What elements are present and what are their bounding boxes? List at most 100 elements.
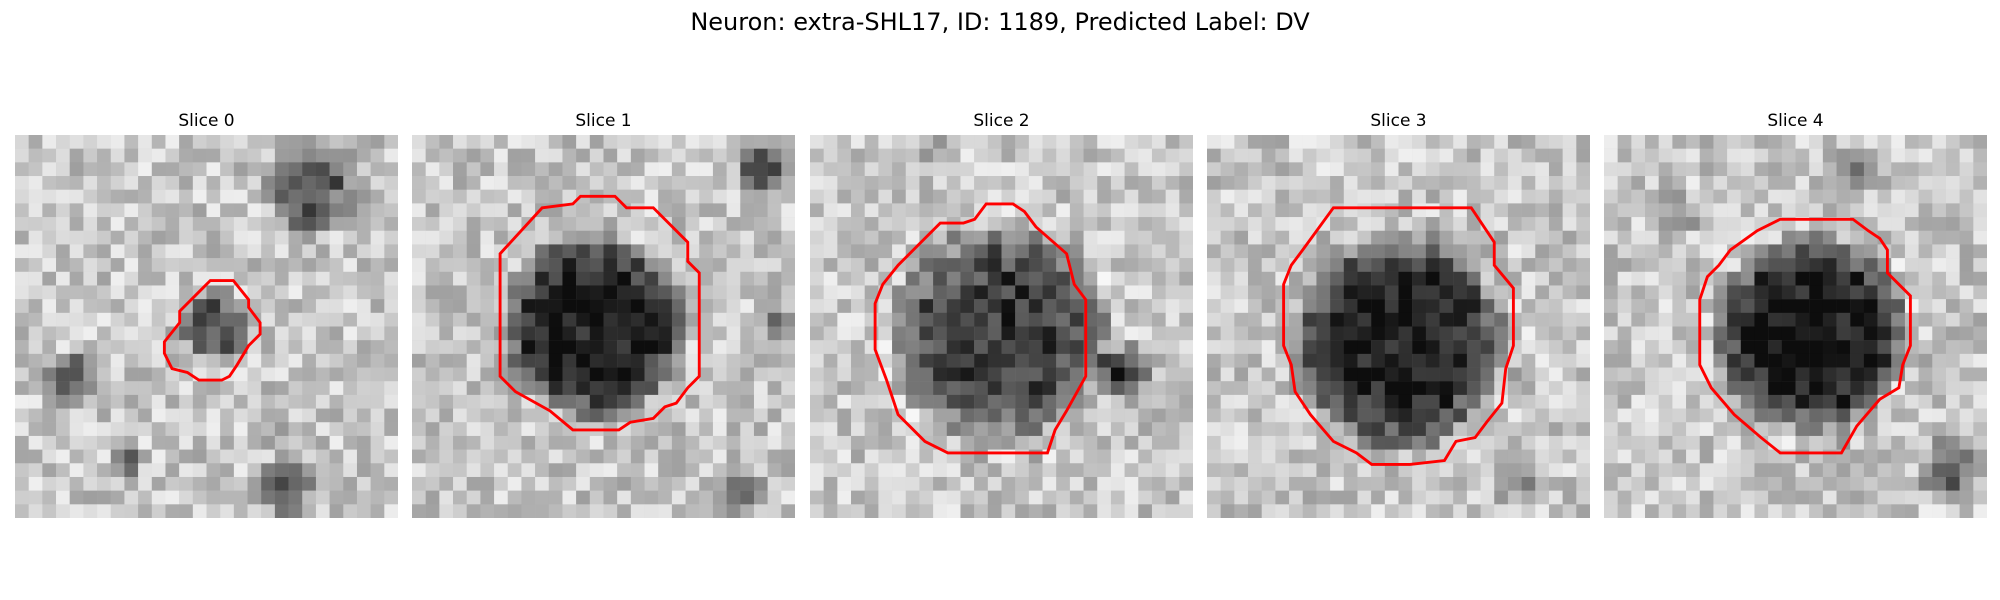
image-pixel: [206, 203, 221, 218]
image-pixel: [1248, 381, 1262, 396]
image-pixel: [864, 271, 879, 286]
image-pixel: [1151, 217, 1166, 231]
image-pixel: [576, 381, 591, 396]
image-pixel: [1330, 449, 1344, 464]
image-pixel: [1699, 490, 1714, 505]
image-pixel: [1466, 476, 1481, 491]
image-pixel: [946, 367, 961, 382]
image-pixel: [1371, 463, 1386, 478]
image-pixel: [933, 353, 947, 368]
image-pixel: [151, 476, 166, 491]
image-pixel: [892, 381, 906, 396]
image-pixel: [576, 340, 591, 355]
image-pixel: [1289, 148, 1303, 163]
image-pixel: [124, 504, 139, 518]
image-pixel: [878, 490, 893, 505]
image-pixel: [1001, 408, 1016, 423]
image-pixel: [1727, 162, 1741, 177]
image-pixel: [1521, 271, 1536, 286]
image-pixel: [1576, 449, 1590, 464]
image-pixel: [480, 463, 495, 478]
image-pixel: [15, 203, 29, 218]
image-pixel: [179, 353, 194, 368]
image-pixel: [1507, 326, 1522, 341]
image-pixel: [1466, 189, 1481, 204]
image-pixel: [97, 476, 111, 491]
image-pixel: [1425, 490, 1440, 505]
image-pixel: [507, 422, 522, 437]
image-pixel: [1069, 449, 1084, 464]
image-pixel: [1507, 162, 1522, 177]
image-pixel: [1439, 476, 1454, 491]
image-pixel: [1548, 326, 1563, 341]
image-pixel: [384, 326, 398, 341]
image-pixel: [1822, 422, 1837, 437]
image-pixel: [1822, 504, 1837, 518]
image-pixel: [753, 189, 768, 204]
image-pixel: [1617, 367, 1632, 382]
image-pixel: [781, 244, 795, 259]
image-pixel: [671, 271, 686, 286]
image-pixel: [1151, 299, 1166, 314]
image-pixel: [97, 135, 111, 149]
image-pixel: [1412, 285, 1427, 300]
image-pixel: [97, 422, 111, 437]
image-pixel: [138, 299, 152, 314]
image-pixel: [356, 408, 371, 423]
image-pixel: [1398, 148, 1413, 163]
image-pixel: [1042, 203, 1057, 218]
image-pixel: [1261, 258, 1276, 272]
image-pixel: [1425, 476, 1440, 491]
image-pixel: [589, 299, 604, 314]
image-pixel: [548, 449, 563, 464]
image-pixel: [1302, 490, 1317, 505]
image-pixel: [1289, 408, 1303, 423]
image-pixel: [1672, 189, 1687, 204]
image-pixel: [548, 135, 563, 149]
image-pixel: [1535, 203, 1550, 218]
image-pixel: [1028, 176, 1043, 190]
image-pixel: [1042, 476, 1057, 491]
image-pixel: [658, 463, 673, 478]
image-pixel: [726, 162, 741, 177]
image-pixel: [56, 476, 70, 491]
image-pixel: [521, 504, 536, 518]
image-pixel: [1425, 435, 1440, 450]
image-pixel: [83, 217, 98, 231]
image-pixel: [1110, 244, 1125, 259]
image-pixel: [315, 230, 330, 245]
image-pixel: [864, 135, 879, 149]
image-pixel: [261, 367, 276, 382]
image-pixel: [1686, 230, 1700, 245]
image-pixel: [329, 476, 344, 491]
image-pixel: [439, 476, 454, 491]
image-pixel: [535, 230, 549, 245]
image-pixel: [1480, 449, 1495, 464]
image-pixel: [453, 285, 467, 300]
image-pixel: [288, 353, 303, 368]
image-pixel: [974, 162, 989, 177]
image-pixel: [1631, 435, 1646, 450]
image-pixel: [1959, 504, 1974, 518]
image-pixel: [42, 244, 57, 259]
image-pixel: [110, 312, 125, 327]
image-pixel: [1289, 340, 1303, 355]
image-pixel: [412, 135, 426, 149]
image-pixel: [1234, 148, 1249, 163]
image-pixel: [302, 504, 317, 518]
image-pixel: [165, 504, 180, 518]
image-pixel: [1494, 217, 1509, 231]
image-pixel: [1754, 381, 1769, 396]
image-pixel: [1918, 353, 1933, 368]
image-pixel: [1220, 162, 1235, 177]
image-pixel: [919, 449, 934, 464]
image-pixel: [1466, 244, 1481, 259]
image-pixel: [151, 217, 166, 231]
image-pixel: [837, 312, 852, 327]
image-pixel: [521, 449, 536, 464]
image-pixel: [274, 312, 289, 327]
image-pixel: [1631, 176, 1646, 190]
image-pixel: [1658, 422, 1673, 437]
image-pixel: [1768, 162, 1783, 177]
image-pixel: [179, 162, 194, 177]
